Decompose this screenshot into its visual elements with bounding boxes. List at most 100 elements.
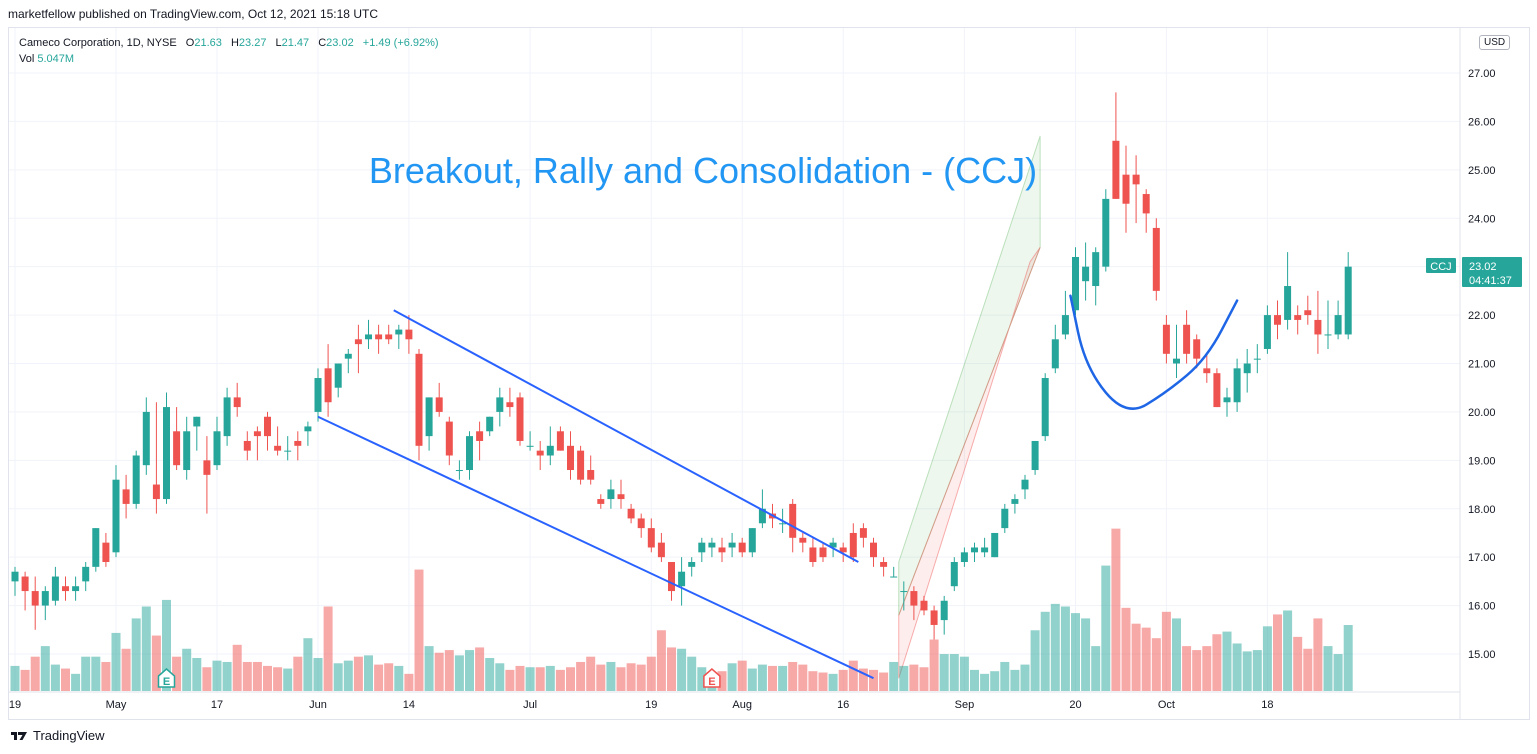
volume-bar	[131, 618, 141, 691]
earnings-marker-shape	[703, 668, 721, 688]
candle-up	[940, 595, 948, 635]
candle-down	[1294, 305, 1302, 335]
volume-bar	[848, 660, 858, 691]
candle-body	[1314, 319, 1322, 335]
candle-up	[1082, 242, 1090, 301]
candle-up	[142, 397, 150, 475]
volume-bar	[252, 661, 262, 691]
candle-body	[375, 334, 383, 340]
candle-body	[51, 576, 59, 601]
candle-up	[223, 387, 231, 446]
currency-button[interactable]: USD	[1479, 35, 1511, 50]
candle-down	[324, 344, 332, 417]
candle-body	[41, 591, 49, 606]
last-price-tag	[1462, 257, 1522, 287]
volume-bar	[757, 664, 767, 691]
volume-bar	[141, 606, 151, 691]
candle-body	[476, 431, 484, 441]
candle-body	[243, 440, 251, 451]
volume-bar	[1283, 610, 1293, 691]
legend-h-value: 23.27	[238, 37, 267, 49]
candle-down	[880, 557, 888, 577]
candle-up	[284, 436, 292, 461]
candle-down	[435, 382, 443, 417]
earnings-marker-icon[interactable]: E	[703, 668, 721, 688]
candle-up	[193, 416, 201, 451]
candle-up	[1001, 503, 1009, 533]
candle-body	[284, 450, 292, 452]
volume-bar	[162, 599, 171, 691]
volume-bar	[283, 668, 293, 691]
earnings-marker-icon[interactable]: E	[157, 668, 176, 688]
candle-body	[455, 470, 463, 472]
volume-bar	[353, 656, 363, 691]
candle-body	[960, 552, 968, 563]
candle-body	[516, 397, 524, 441]
candle-body	[971, 547, 978, 553]
volume-bar	[869, 669, 878, 691]
x-tick-label: Oct	[1158, 699, 1175, 711]
volume-bar	[606, 661, 616, 691]
candle-body	[536, 450, 544, 456]
candle-up	[1092, 247, 1100, 306]
candle-up	[758, 489, 766, 529]
volume-bar	[687, 656, 697, 691]
candle-body	[152, 484, 160, 500]
publish-line: marketfellow published on TradingView.co…	[8, 7, 378, 21]
volume-bar	[273, 667, 283, 691]
volume-bar	[535, 667, 545, 691]
volume-bar	[1242, 651, 1252, 691]
candle-down	[930, 605, 938, 640]
candle-body	[1041, 378, 1049, 437]
x-tick-label: 19	[645, 699, 657, 711]
x-tick-label: 19	[9, 699, 21, 711]
y-tick-label: 17.00	[1468, 552, 1496, 564]
candle-down	[203, 436, 211, 514]
candle-up	[1223, 387, 1231, 417]
x-tick-label: May	[106, 699, 127, 711]
volume-bar	[1161, 611, 1171, 691]
candle-body	[657, 542, 665, 558]
candle-up	[365, 319, 372, 349]
volume-bar	[646, 656, 656, 691]
volume-bar	[626, 663, 636, 691]
legend-vol-value: 5.047M	[37, 53, 75, 65]
candle-body	[395, 329, 403, 335]
candle-body	[809, 547, 817, 563]
x-tick-label: Jul	[523, 699, 537, 711]
candle-body	[72, 586, 80, 592]
candle-up	[971, 542, 978, 563]
candle-body	[900, 591, 908, 593]
candle-up	[1344, 252, 1352, 340]
volume-bar	[40, 646, 50, 691]
candle-up	[1253, 344, 1261, 374]
volume-bar	[1071, 613, 1080, 691]
candle-body	[849, 532, 857, 558]
candle-down	[920, 595, 928, 616]
volume-bar	[788, 661, 798, 691]
volume-bar	[151, 635, 161, 691]
volume-bar	[1010, 669, 1020, 691]
volume-bar	[1202, 646, 1212, 691]
candle-up	[1324, 300, 1332, 349]
candle-down	[173, 407, 181, 471]
candle-body	[1203, 368, 1211, 374]
volume-bar	[1081, 618, 1091, 691]
candle-down	[819, 542, 827, 563]
candle-body	[779, 523, 787, 525]
volume-bar	[404, 673, 414, 691]
candle-body	[1021, 479, 1029, 490]
candle-body	[940, 600, 948, 621]
volume-bar	[525, 667, 535, 691]
volume-bar	[545, 665, 555, 691]
volume-bar	[727, 663, 737, 691]
x-tick-label: Aug	[732, 699, 752, 711]
candle-down	[536, 440, 544, 471]
candle-body	[264, 416, 271, 437]
candle-up	[981, 537, 989, 558]
candle-up	[728, 532, 736, 558]
volume-bar	[495, 663, 505, 691]
volume-bar	[808, 671, 818, 691]
candle-body	[577, 450, 585, 480]
